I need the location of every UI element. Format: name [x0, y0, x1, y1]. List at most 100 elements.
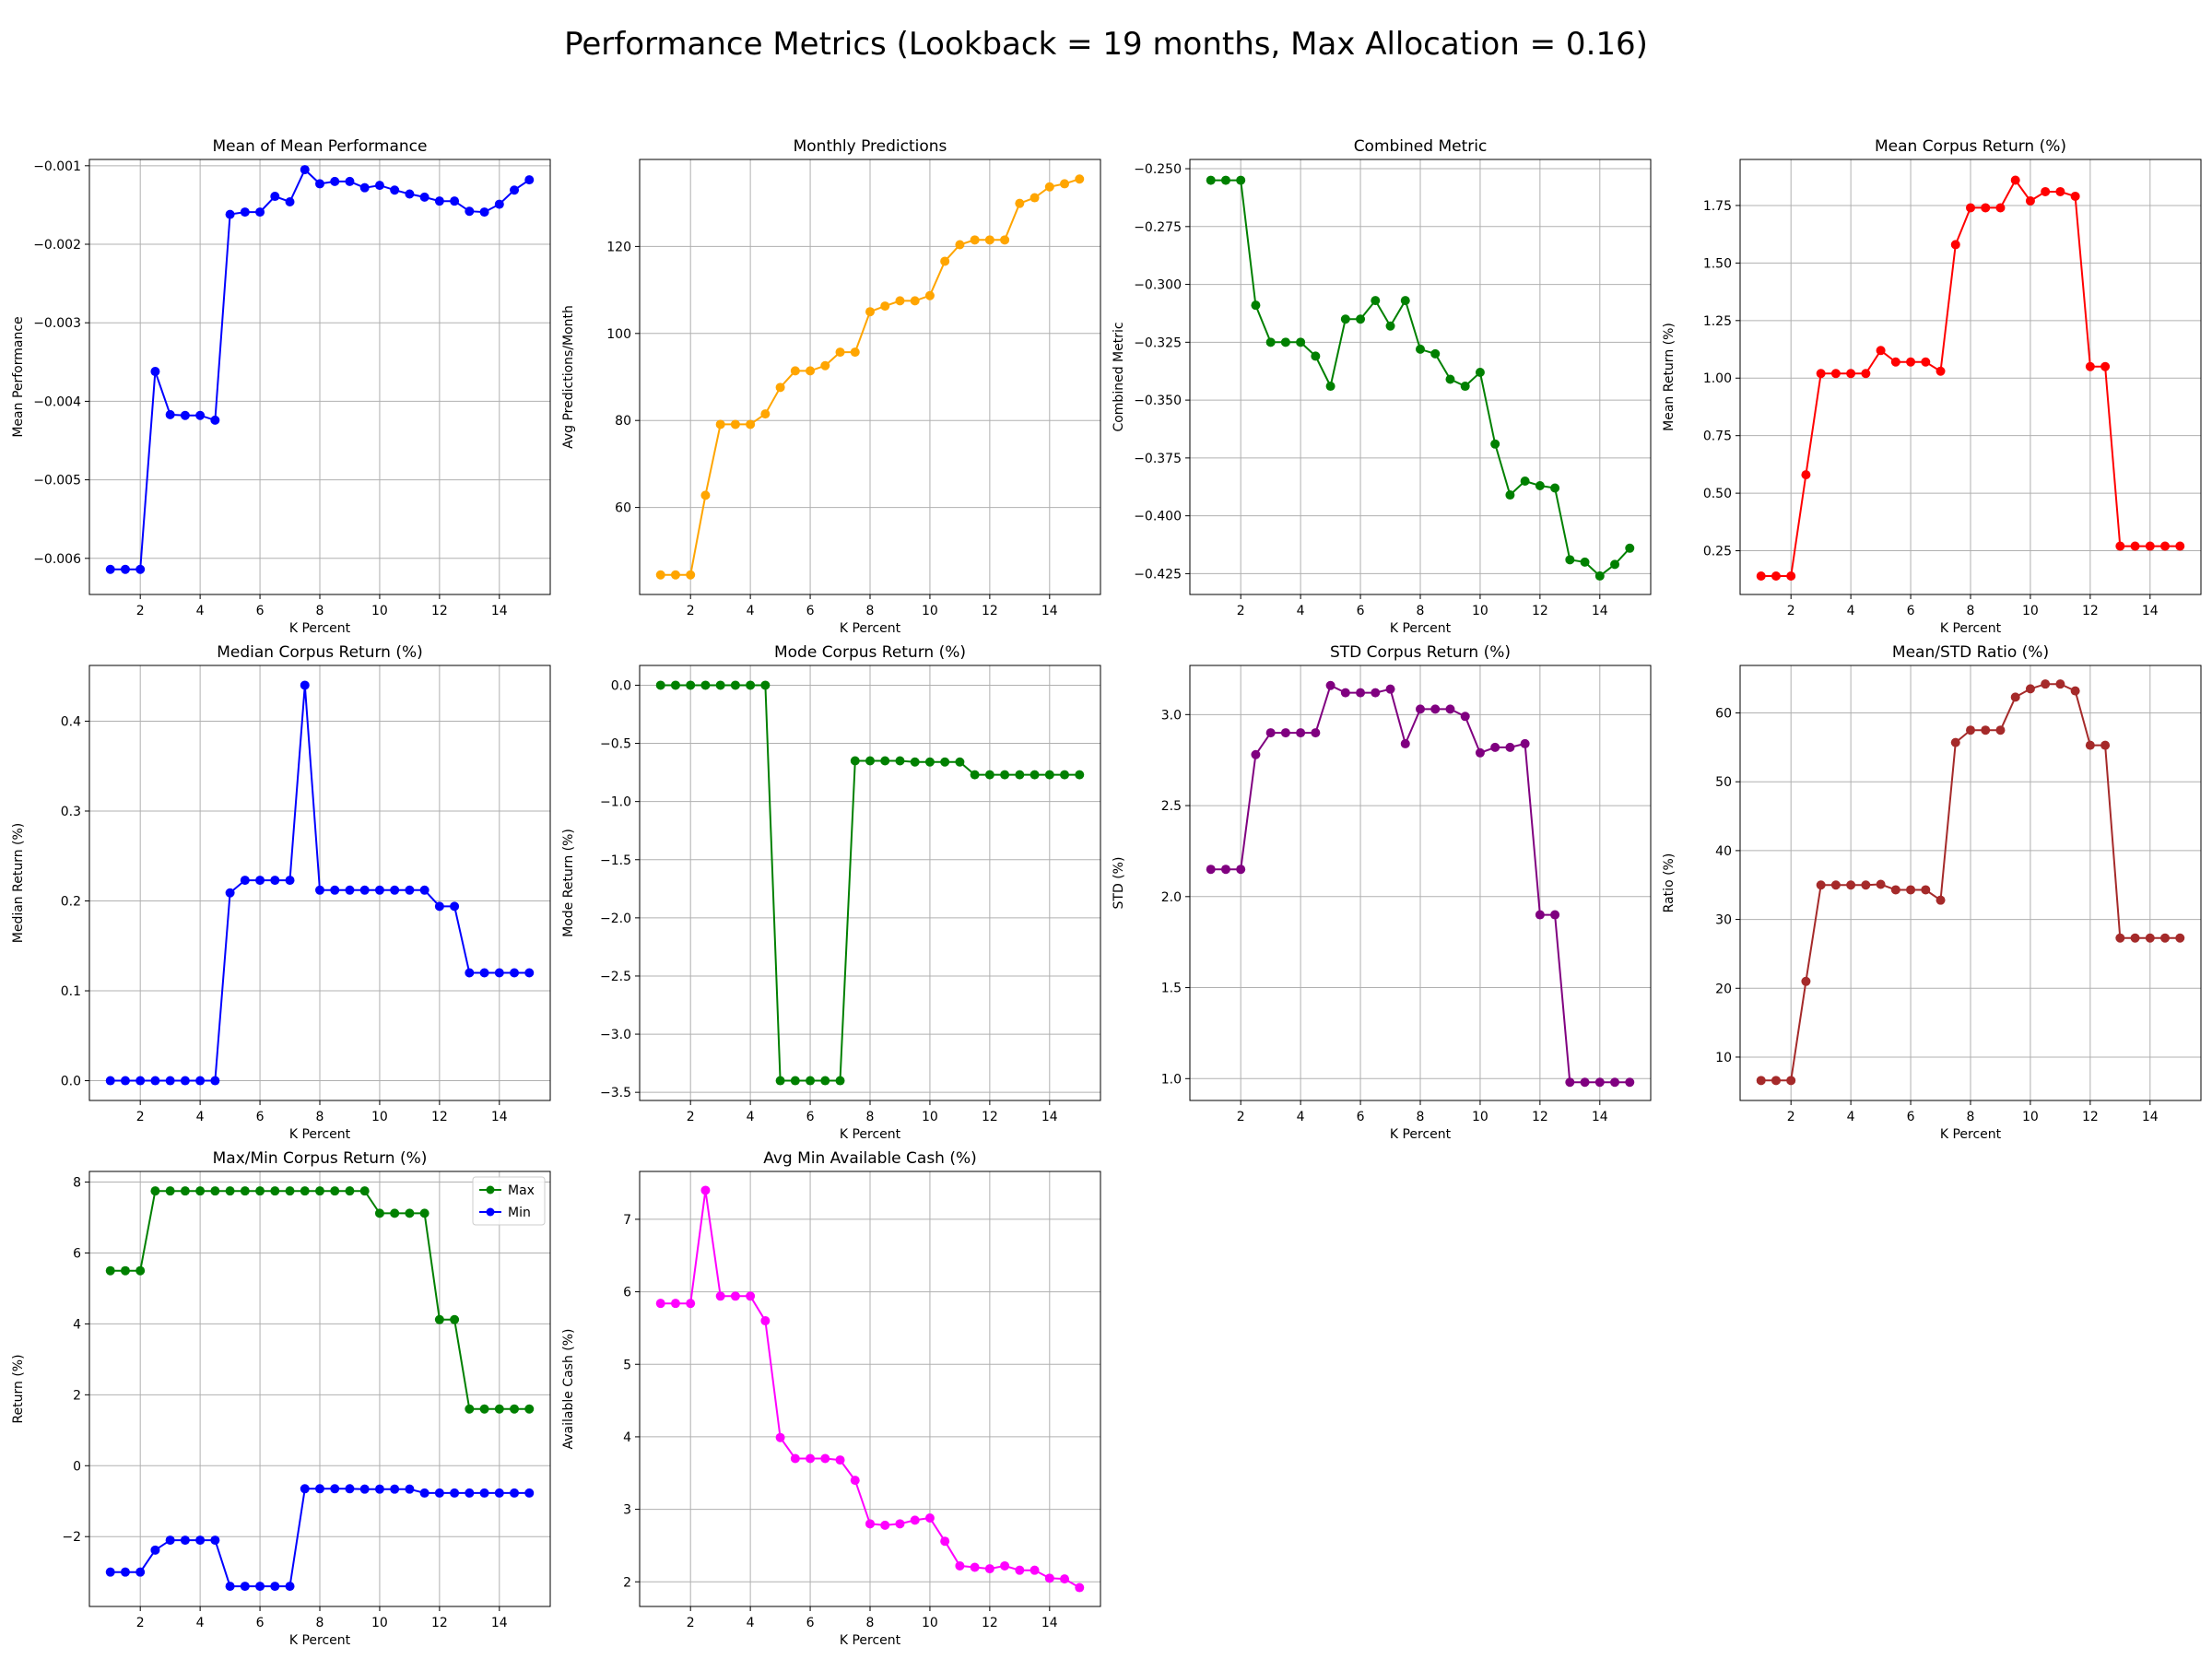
x-tick-label: 10	[1472, 604, 1488, 618]
data-point	[150, 1545, 160, 1555]
data-point	[1296, 728, 1306, 738]
data-point	[1981, 725, 1991, 735]
data-point	[1995, 725, 2006, 735]
data-point	[1786, 571, 1796, 582]
x-tick-label: 14	[1041, 1616, 1058, 1630]
plot-frame	[1189, 159, 1652, 595]
data-point	[790, 366, 800, 376]
y-tick-label: 60	[615, 501, 631, 516]
data-point	[450, 1314, 460, 1324]
chart-3: 2 4 6 8 10 12 14 −0.425 −0.400 −0.375 −0.350 −0.325…	[1112, 137, 1652, 636]
data-point	[524, 1488, 535, 1498]
data-point	[1520, 738, 1530, 748]
data-point	[1220, 865, 1230, 875]
chart-title: Mean/STD Ratio (%)	[1892, 643, 2049, 662]
y-tick-label: −0.275	[1134, 220, 1182, 235]
y-tick-label: −0.001	[33, 159, 81, 174]
data-point	[940, 256, 950, 266]
x-tick-label: 4	[747, 1110, 755, 1124]
data-point	[270, 1186, 280, 1196]
data-point	[2175, 541, 2185, 551]
data-point	[359, 1484, 370, 1494]
data-point	[255, 1186, 265, 1196]
y-tick-label: −2	[62, 1530, 81, 1545]
data-point	[850, 1476, 860, 1486]
data-point	[1280, 728, 1290, 738]
data-point	[1594, 571, 1605, 581]
chart-title: Max/Min Corpus Return (%)	[213, 1149, 428, 1168]
y-tick-label: 20	[1715, 982, 1732, 996]
x-tick-label: 12	[1532, 1110, 1548, 1124]
data-point	[1280, 337, 1290, 347]
data-point	[479, 1404, 489, 1414]
x-tick-label: 14	[2142, 1110, 2159, 1124]
data-point	[465, 206, 475, 217]
y-axis-label: Mean Return (%)	[1662, 323, 1677, 431]
data-point	[345, 1484, 355, 1494]
x-tick-label: 4	[1847, 604, 1855, 618]
data-point	[895, 296, 905, 306]
data-point	[746, 419, 756, 429]
y-axis-label: Median Return (%)	[11, 823, 26, 944]
data-point	[910, 296, 920, 306]
data-point	[405, 885, 415, 895]
data-point	[1044, 770, 1054, 780]
data-point	[1044, 182, 1054, 192]
y-axis-label: Return (%)	[11, 1354, 26, 1423]
data-point	[1015, 1565, 1025, 1575]
data-point	[1311, 728, 1321, 738]
data-point	[180, 1076, 190, 1086]
y-tick-label: 4	[623, 1430, 631, 1445]
x-tick-label: 2	[1237, 604, 1245, 618]
data-point	[1921, 357, 1931, 367]
x-tick-label: 10	[1472, 1110, 1488, 1124]
data-point	[2130, 541, 2140, 551]
data-point	[1981, 203, 1991, 213]
x-tick-label: 4	[196, 1616, 205, 1630]
y-axis-label: STD (%)	[1112, 857, 1126, 910]
data-point	[1890, 357, 1900, 367]
data-point	[1206, 865, 1216, 875]
data-point	[120, 1567, 130, 1577]
data-point	[895, 1519, 905, 1529]
y-tick-label: −0.006	[33, 552, 81, 567]
data-point	[479, 968, 489, 978]
y-axis-label: Mode Return (%)	[561, 829, 576, 937]
data-point	[240, 876, 250, 886]
y-tick-label: −3.5	[600, 1086, 631, 1100]
plot-frame	[1739, 159, 2202, 595]
data-point	[405, 1484, 415, 1494]
chart-1: 2 4 6 8 10 12 14 −0.006 −0.005 −0.004 −0.003 −0.002…	[11, 137, 551, 636]
data-point	[865, 307, 875, 317]
data-point	[1265, 337, 1276, 347]
legend-label: Min	[508, 1206, 531, 1220]
data-point	[390, 885, 400, 895]
data-point	[255, 876, 265, 886]
data-point	[240, 1186, 250, 1196]
y-tick-label: −0.5	[600, 737, 631, 752]
data-point	[1861, 369, 1871, 379]
plot-frame	[639, 159, 1101, 595]
x-tick-label: 2	[136, 1616, 145, 1630]
data-point	[2160, 933, 2171, 943]
data-point	[655, 680, 665, 690]
y-tick-label: −0.003	[33, 316, 81, 331]
data-point	[1906, 885, 1916, 895]
data-point	[330, 885, 340, 895]
y-tick-label: 1.25	[1703, 314, 1732, 329]
data-point	[1416, 344, 1425, 354]
y-tick-label: 6	[623, 1286, 631, 1300]
data-point	[434, 901, 444, 912]
data-point	[450, 901, 460, 912]
y-tick-label: 0	[73, 1459, 81, 1474]
x-tick-label: 2	[687, 1616, 695, 1630]
data-point	[300, 165, 310, 175]
y-tick-label: −2.5	[600, 970, 631, 984]
data-point	[1430, 348, 1441, 359]
data-point	[1251, 749, 1261, 759]
y-tick-label: 0.25	[1703, 545, 1732, 559]
y-tick-label: 80	[615, 414, 631, 429]
x-axis-label: K Percent	[289, 1633, 351, 1648]
data-point	[715, 419, 725, 429]
data-point	[195, 1076, 206, 1086]
